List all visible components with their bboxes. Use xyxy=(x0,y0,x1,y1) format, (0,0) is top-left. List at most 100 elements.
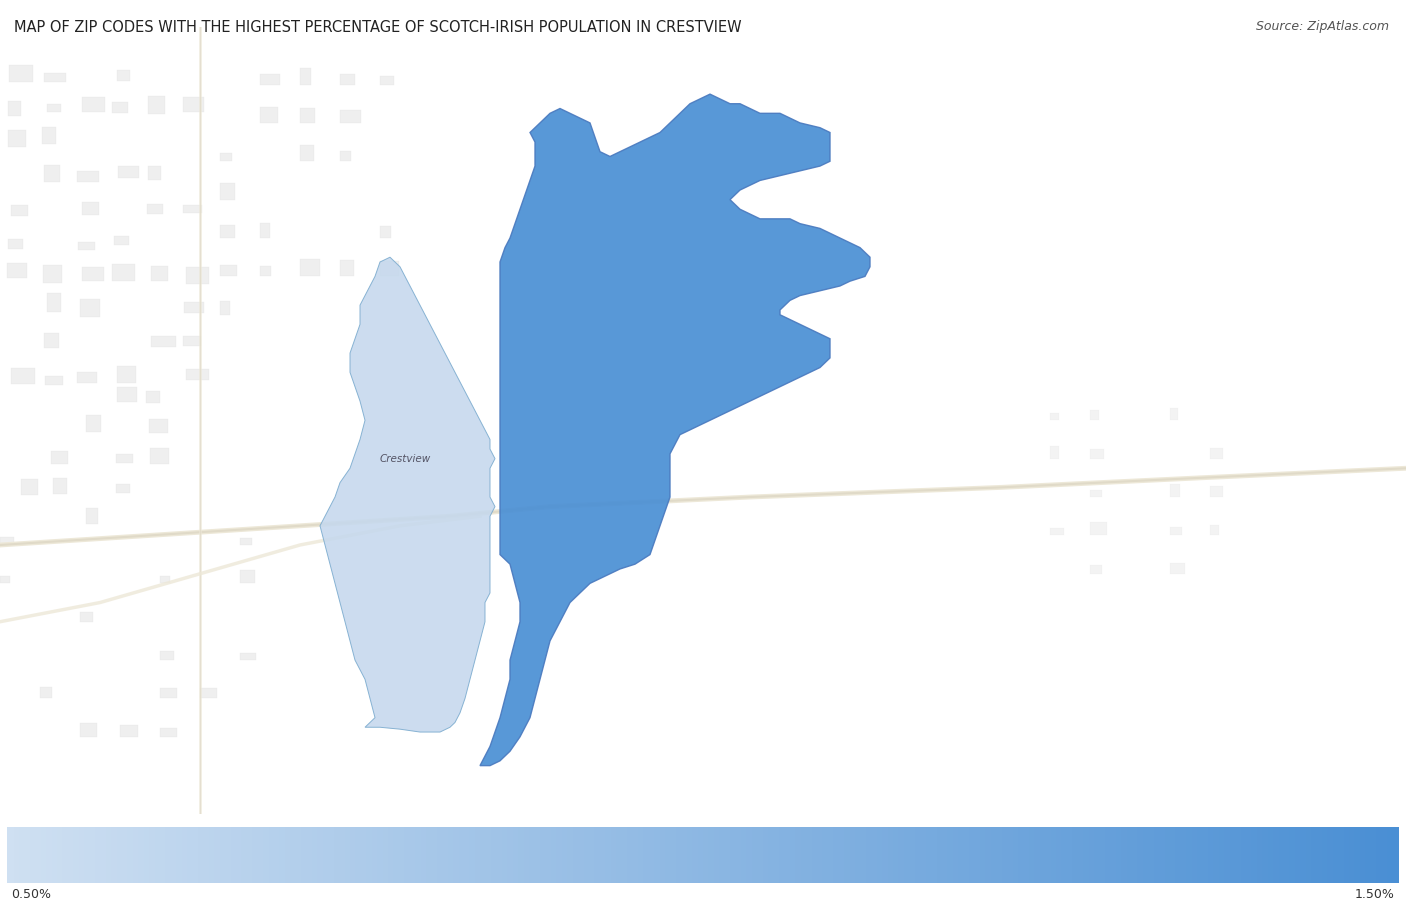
Bar xyxy=(340,74,356,85)
Bar xyxy=(112,263,135,281)
Bar xyxy=(52,477,67,494)
Bar xyxy=(1170,407,1178,421)
Bar xyxy=(148,204,163,213)
Bar xyxy=(0,576,10,583)
Bar xyxy=(186,267,209,283)
Polygon shape xyxy=(479,94,870,766)
Bar xyxy=(77,172,100,182)
Bar xyxy=(1050,447,1059,458)
Bar xyxy=(219,265,236,276)
Bar xyxy=(380,76,394,85)
Bar xyxy=(118,70,131,81)
Bar xyxy=(11,368,35,384)
Bar xyxy=(8,130,27,147)
Bar xyxy=(340,150,352,161)
Bar xyxy=(1170,563,1185,574)
Bar xyxy=(150,266,167,281)
Bar xyxy=(117,387,138,402)
Bar xyxy=(1170,484,1180,497)
Bar xyxy=(340,260,354,276)
Bar xyxy=(183,97,204,112)
Bar xyxy=(219,182,235,200)
Bar xyxy=(219,153,232,161)
Bar xyxy=(44,165,59,182)
Bar xyxy=(117,485,129,494)
Bar xyxy=(46,104,62,112)
Bar xyxy=(114,236,129,245)
Bar xyxy=(184,302,204,314)
Bar xyxy=(200,688,217,699)
Bar xyxy=(146,391,160,403)
Text: 1.50%: 1.50% xyxy=(1355,888,1395,899)
Bar xyxy=(44,74,66,82)
Bar xyxy=(83,202,98,216)
Bar xyxy=(0,538,14,545)
Bar xyxy=(148,96,165,114)
Bar xyxy=(82,96,104,111)
Bar xyxy=(1050,528,1064,536)
Bar xyxy=(80,611,93,622)
Bar xyxy=(44,333,59,348)
Bar xyxy=(183,205,202,213)
Bar xyxy=(1211,448,1223,458)
Bar xyxy=(160,728,177,737)
Bar xyxy=(160,652,174,660)
Bar xyxy=(160,688,177,699)
Bar xyxy=(1090,490,1102,497)
Bar xyxy=(219,225,235,238)
Bar xyxy=(1170,527,1182,536)
Bar xyxy=(149,449,169,465)
Bar xyxy=(80,299,100,317)
Bar xyxy=(260,265,271,276)
Bar xyxy=(219,301,231,315)
Bar xyxy=(8,239,22,249)
Text: Crestview: Crestview xyxy=(380,454,430,464)
Bar xyxy=(1090,522,1108,536)
Bar xyxy=(299,145,314,161)
Bar xyxy=(150,336,176,347)
Bar xyxy=(183,335,201,346)
Bar xyxy=(86,415,101,432)
Bar xyxy=(117,454,134,462)
Bar xyxy=(117,366,136,383)
Bar xyxy=(240,538,252,545)
Text: 0.50%: 0.50% xyxy=(11,888,51,899)
Bar xyxy=(77,243,96,250)
Bar xyxy=(80,723,97,737)
Bar xyxy=(1090,565,1102,574)
Text: Source: ZipAtlas.com: Source: ZipAtlas.com xyxy=(1256,20,1389,32)
Bar xyxy=(46,293,60,312)
Bar xyxy=(11,205,28,216)
Bar xyxy=(42,127,56,144)
Bar xyxy=(82,267,104,281)
Bar xyxy=(86,508,98,524)
Bar xyxy=(118,166,139,178)
Bar xyxy=(380,261,399,276)
Bar xyxy=(240,653,256,660)
Text: MAP OF ZIP CODES WITH THE HIGHEST PERCENTAGE OF SCOTCH-IRISH POPULATION IN CREST: MAP OF ZIP CODES WITH THE HIGHEST PERCEN… xyxy=(14,20,742,35)
Bar xyxy=(340,110,361,123)
Bar xyxy=(1211,486,1223,497)
Bar xyxy=(380,226,391,238)
Bar xyxy=(260,223,270,238)
Bar xyxy=(120,725,138,737)
Bar xyxy=(160,575,170,583)
Bar xyxy=(1090,450,1104,458)
Bar xyxy=(186,369,209,380)
Bar xyxy=(1050,413,1059,421)
Bar xyxy=(149,419,169,432)
Bar xyxy=(21,479,38,494)
Bar xyxy=(240,570,254,583)
Bar xyxy=(8,102,21,116)
Bar xyxy=(260,107,277,123)
Bar xyxy=(299,108,315,123)
Bar xyxy=(51,451,67,464)
Bar xyxy=(77,371,97,383)
Bar xyxy=(1211,525,1219,536)
Bar xyxy=(42,264,62,283)
Bar xyxy=(8,65,34,82)
Bar xyxy=(112,102,128,112)
Bar xyxy=(299,68,311,85)
Bar xyxy=(149,166,160,180)
Bar xyxy=(1090,410,1099,421)
